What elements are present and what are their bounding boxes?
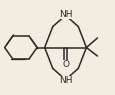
Text: NH: NH	[58, 10, 72, 19]
Text: NH: NH	[58, 76, 72, 85]
Text: O: O	[62, 60, 68, 69]
